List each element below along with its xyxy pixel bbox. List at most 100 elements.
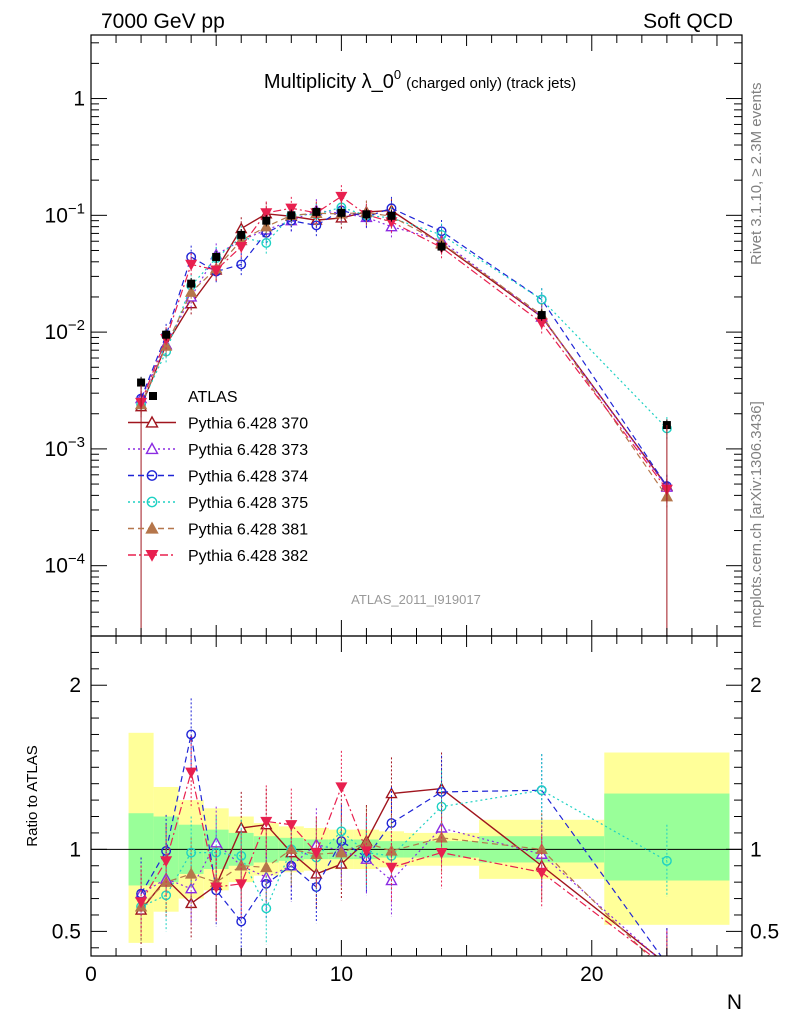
- title-main: Multiplicity λ_0: [264, 71, 394, 93]
- legend-marker: [145, 549, 159, 562]
- tick-exponent: −1: [68, 200, 85, 217]
- ratio-y-tick-label-right: 2: [750, 674, 762, 697]
- data-point: [662, 959, 672, 968]
- data-point: [184, 882, 198, 894]
- data-point: [537, 311, 546, 320]
- data-point: [137, 378, 146, 387]
- ratio-series-group: [134, 698, 672, 978]
- tick-base: 10: [45, 204, 68, 227]
- data-point: [337, 208, 346, 217]
- title-rest: (charged only) (track jets): [406, 75, 576, 92]
- data-point: [287, 211, 296, 220]
- legend-label: Pythia 6.428 373: [188, 442, 308, 459]
- y-tick-label: 10−1: [45, 200, 85, 227]
- legend-label: Pythia 6.428 374: [188, 469, 308, 486]
- legend-entry-4: Pythia 6.428 381: [128, 522, 308, 539]
- data-point: [310, 848, 323, 859]
- ratio-y-tick-label: 2: [69, 674, 81, 697]
- series-layer: [134, 185, 674, 978]
- y-tick-label: 10−2: [45, 317, 85, 344]
- data-point: [535, 867, 548, 879]
- data-point: [260, 860, 273, 873]
- legend: ATLAS Pythia 6.428 370 Pythia 6.428 373 Pyt…: [128, 389, 308, 565]
- data-point: [237, 230, 246, 239]
- ratio-y-tick-label: 1: [69, 838, 81, 861]
- ratio-y-label: Ratio to ATLAS: [24, 745, 41, 846]
- data-point: [661, 855, 672, 866]
- data-point: [212, 252, 221, 261]
- series-line: [140, 734, 662, 956]
- legend-marker: [145, 521, 159, 534]
- tick-exponent: −2: [68, 317, 85, 334]
- legend-label: Pythia 6.428 375: [188, 495, 308, 512]
- ratio-y-tick-label-right: 0.5: [750, 920, 779, 943]
- data-point: [435, 848, 448, 859]
- y-tick-label: 1: [73, 88, 85, 111]
- legend-entry-2: Pythia 6.428 374: [128, 469, 308, 486]
- ratio-y-tick-label: 0.5: [52, 920, 81, 943]
- legend-entry-0: Pythia 6.428 370: [128, 416, 308, 433]
- legend-label: Pythia 6.428 370: [188, 416, 308, 433]
- analysis-watermark: ATLAS_2011_I919017: [351, 592, 481, 607]
- title-sup: 0: [394, 67, 401, 82]
- legend-entry-atlas: ATLAS: [149, 389, 238, 406]
- tick-base: 10: [45, 438, 68, 461]
- x-tick-label: 10: [330, 963, 353, 986]
- data-point: [135, 897, 148, 909]
- data-point: [261, 238, 272, 248]
- legend-marker: [145, 442, 159, 455]
- data-point: [260, 208, 273, 220]
- y-tick-label: 10−3: [45, 434, 85, 461]
- data-point: [662, 969, 672, 978]
- data-point: [662, 963, 672, 972]
- data-point: [335, 191, 348, 203]
- data-point: [236, 259, 247, 270]
- data-point: [262, 216, 271, 225]
- data-point: [536, 785, 547, 796]
- legend-entry-3: Pythia 6.428 375: [128, 495, 308, 512]
- data-point: [285, 203, 298, 215]
- main-panel-frame: [90, 34, 743, 637]
- data-point: [260, 816, 273, 828]
- legend-label: ATLAS: [188, 389, 238, 406]
- legend-marker: [145, 415, 159, 428]
- legend-label: Pythia 6.428 382: [188, 548, 308, 565]
- series-line: [140, 787, 658, 956]
- legend-entry-1: Pythia 6.428 373: [128, 442, 308, 459]
- data-point: [362, 210, 371, 219]
- mcplots-label: mcplots.cern.ch [arXiv:1306.3436]: [748, 401, 765, 628]
- data-point: [385, 862, 398, 874]
- x-tick-label: 20: [580, 963, 603, 986]
- data-point: [312, 207, 321, 216]
- data-point: [186, 847, 197, 858]
- data-point: [185, 767, 198, 779]
- data-point: [436, 226, 447, 237]
- x-tick-label: 0: [85, 963, 97, 986]
- rivet-label: Rivet 3.1.10, ≥ 2.3M events: [748, 83, 765, 266]
- tick-exponent: −4: [68, 551, 85, 568]
- legend-label: Pythia 6.428 381: [188, 522, 308, 539]
- data-point: [160, 856, 173, 868]
- data-point: [162, 330, 171, 339]
- main-series-group: [134, 185, 674, 636]
- data-point: [185, 259, 198, 271]
- chart-title: Multiplicity λ_00 (charged only) (track j…: [264, 67, 576, 93]
- legend-marker: [146, 470, 158, 481]
- ratio-uncertainty-bands: [91, 732, 742, 943]
- data-point: [385, 844, 398, 856]
- data-point: [285, 820, 298, 831]
- series-line: [140, 209, 668, 488]
- data-point: [184, 285, 198, 297]
- series-line: [140, 211, 668, 497]
- y-tick-label: 10−4: [45, 551, 85, 578]
- data-point: [437, 242, 446, 251]
- series-line: [140, 195, 668, 490]
- data-point: [385, 787, 398, 799]
- tick-base: 10: [45, 555, 68, 578]
- series-line: [140, 206, 668, 429]
- legend-entry-5: Pythia 6.428 382: [128, 548, 308, 565]
- data-point: [210, 265, 223, 277]
- series-line: [140, 772, 653, 956]
- tick-base: 10: [45, 321, 68, 344]
